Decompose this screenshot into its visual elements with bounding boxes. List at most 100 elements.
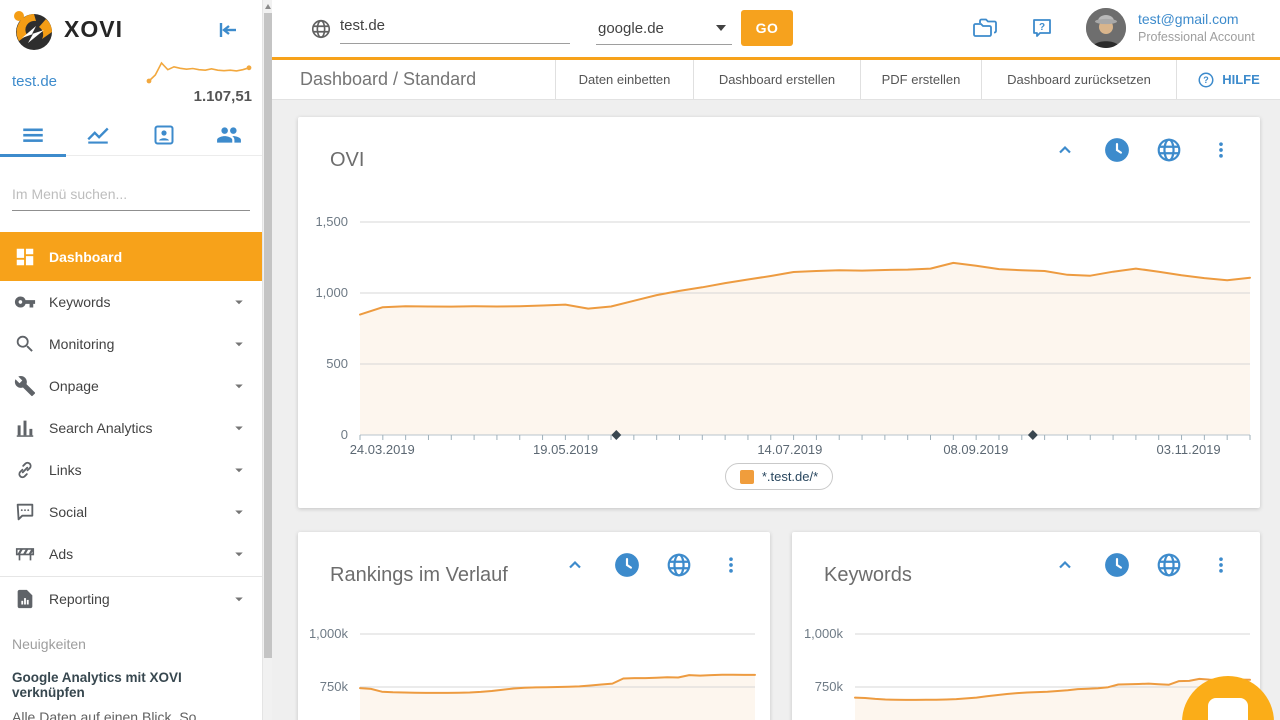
key-icon <box>14 291 36 313</box>
search-engine-value: google.de <box>598 19 664 37</box>
sidebar-item-label: Links <box>49 462 82 478</box>
speech-bubble-icon <box>14 501 36 523</box>
panel-title: Rankings im Verlauf <box>330 564 508 586</box>
create-pdf-button[interactable]: PDF erstellen <box>860 60 981 99</box>
svg-text:750k: 750k <box>320 679 349 694</box>
dashboard-content: OVI 0 500 1,000 1,500 24.03.2019 19.05.2019 14… <box>272 100 1280 720</box>
barrier-icon <box>14 543 36 565</box>
active-tab-underline <box>0 154 66 157</box>
svg-text:1,000k: 1,000k <box>804 626 844 641</box>
menu-search-input[interactable] <box>12 180 250 211</box>
legend-swatch <box>739 469 754 484</box>
rankings-chart: 1,000k 750k <box>309 626 756 720</box>
kebab-menu-icon[interactable] <box>1208 552 1234 578</box>
avatar[interactable] <box>1086 8 1126 48</box>
sidebar-item-monitoring[interactable]: Monitoring <box>0 323 262 365</box>
time-range-icon[interactable] <box>1104 552 1130 578</box>
sidebar-item-label: Monitoring <box>49 336 115 352</box>
main-area: google.de GO ? test@gmail.com Profession… <box>272 0 1280 720</box>
tab-menu[interactable] <box>0 114 66 155</box>
reset-dashboard-button[interactable]: Dashboard zurücksetzen <box>981 60 1176 99</box>
panel-title: Keywords <box>824 564 912 586</box>
kebab-menu-icon[interactable] <box>718 552 744 578</box>
sidebar-scrollbar[interactable] <box>262 0 272 720</box>
tab-trends[interactable] <box>66 114 132 155</box>
collapse-sidebar-icon[interactable] <box>214 18 240 42</box>
chevron-down-icon <box>230 503 248 521</box>
ovi-sparkline: 1.107,51 <box>144 58 256 105</box>
chevron-down-icon <box>230 461 248 479</box>
news-heading: Neuigkeiten <box>12 636 86 652</box>
project-domain-link[interactable]: test.de <box>12 73 58 90</box>
domain-search <box>340 12 570 44</box>
svg-text:14.07.2019: 14.07.2019 <box>757 442 822 457</box>
news-title[interactable]: Google Analytics mit XOVI verknüpfen <box>12 670 182 700</box>
svg-text:19.05.2019: 19.05.2019 <box>533 442 598 457</box>
contact-card-icon <box>154 125 174 144</box>
sidebar-item-search-analytics[interactable]: Search Analytics <box>0 407 262 449</box>
account-email[interactable]: test@gmail.com <box>1138 11 1239 27</box>
scroll-up-button[interactable] <box>263 0 273 12</box>
sidebar-item-links[interactable]: Links <box>0 449 262 491</box>
sidebar-item-ads[interactable]: Ads <box>0 533 262 575</box>
tab-users[interactable] <box>197 114 263 155</box>
account-info[interactable]: test@gmail.com Professional Account <box>1138 11 1255 44</box>
sidebar-item-onpage[interactable]: Onpage <box>0 365 262 407</box>
sidebar-item-label: Onpage <box>49 378 99 394</box>
embed-data-button[interactable]: Daten einbetten <box>555 60 693 99</box>
sidebar-item-reporting[interactable]: Reporting <box>0 578 262 620</box>
bar-chart-icon <box>14 417 36 439</box>
chat-bubble-icon <box>1208 698 1248 720</box>
panel-title: OVI <box>330 149 365 171</box>
news-section: Neuigkeiten Google Analytics mit XOVI ve… <box>12 636 252 720</box>
collapse-panel-icon[interactable] <box>1052 137 1078 163</box>
domain-search-input[interactable] <box>340 12 570 44</box>
svg-text:500: 500 <box>326 356 348 371</box>
chevron-down-icon <box>230 335 248 353</box>
panel-actions <box>1052 552 1234 578</box>
wrench-icon <box>14 375 36 397</box>
create-dashboard-button[interactable]: Dashboard erstellen <box>693 60 860 99</box>
globe-icon[interactable] <box>666 552 692 578</box>
legend-item[interactable]: *.test.de/* <box>724 463 834 490</box>
svg-text:1,000: 1,000 <box>315 285 348 300</box>
sidebar: XOVI test.de 1.107,51 <box>0 0 262 720</box>
sidebar-item-label: Dashboard <box>49 248 123 265</box>
people-icon <box>217 126 242 143</box>
account-plan: Professional Account <box>1138 30 1255 44</box>
sidebar-menu: Dashboard Keywords Monitoring Onpage <box>0 232 262 620</box>
toolbar: Dashboard / Standard Daten einbetten Das… <box>272 60 1280 100</box>
sidebar-item-label: Reporting <box>49 591 110 607</box>
scroll-up-arrow-icon <box>265 3 271 9</box>
kebab-menu-icon[interactable] <box>1208 137 1234 163</box>
ovi-value: 1.107,51 <box>193 88 252 105</box>
ovi-panel: OVI 0 500 1,000 1,500 24.03.2019 19.05.2019 14… <box>298 117 1260 508</box>
sidebar-tabs <box>0 114 263 157</box>
xovi-logo-icon <box>12 8 54 52</box>
sidebar-item-social[interactable]: Social <box>0 491 262 533</box>
help-button[interactable]: ? HILFE <box>1176 60 1280 99</box>
chevron-down-icon <box>230 293 248 311</box>
scrollbar-thumb[interactable] <box>264 13 272 658</box>
sidebar-item-label: Keywords <box>49 294 111 310</box>
time-range-icon[interactable] <box>614 552 640 578</box>
sidebar-item-keywords[interactable]: Keywords <box>0 281 262 323</box>
tab-contacts[interactable] <box>131 114 197 155</box>
dashboard-grid-icon <box>14 246 36 268</box>
select-caret-icon <box>716 25 726 31</box>
collapse-panel-icon[interactable] <box>1052 552 1078 578</box>
sidebar-item-dashboard[interactable]: Dashboard <box>0 232 262 281</box>
search-engine-select[interactable]: google.de <box>596 12 732 45</box>
globe-icon[interactable] <box>1156 137 1182 163</box>
chevron-down-icon <box>230 377 248 395</box>
chevron-down-icon <box>230 419 248 437</box>
link-icon <box>14 459 36 481</box>
time-range-icon[interactable] <box>1104 137 1130 163</box>
projects-folders-icon[interactable] <box>972 16 998 40</box>
chevron-down-icon <box>230 545 248 563</box>
collapse-panel-icon[interactable] <box>562 552 588 578</box>
svg-text:?: ? <box>1203 75 1209 85</box>
globe-icon[interactable] <box>1156 552 1182 578</box>
help-chat-icon[interactable]: ? <box>1030 16 1054 40</box>
go-button[interactable]: GO <box>741 10 793 46</box>
